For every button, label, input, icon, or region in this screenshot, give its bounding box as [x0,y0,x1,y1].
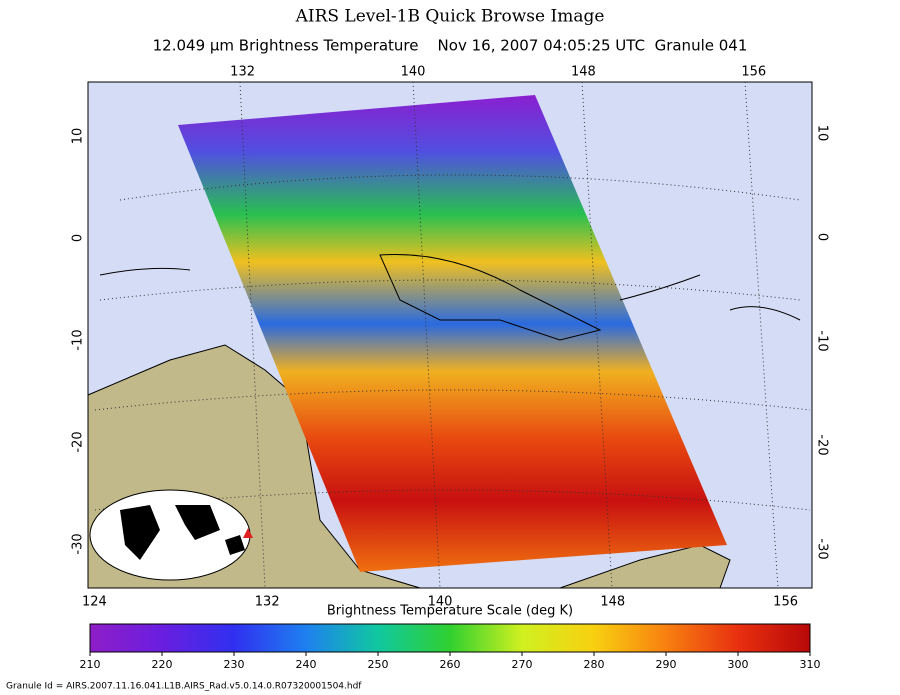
lon-label: 156 [773,595,798,610]
lon-label: 132 [230,65,255,80]
title: AIRS Level-1B Quick Browse Image [295,7,605,27]
lat-label: -10 [815,330,830,351]
colorbar-tick-label: 260 [440,658,461,671]
colorbar-tick-label: 220 [152,658,173,671]
swath [178,95,727,572]
colorbar-tick-label: 230 [224,658,245,671]
lon-label: 140 [428,595,453,610]
colorbar-title: Brightness Temperature Scale (deg K) [327,604,573,619]
lon-label: 132 [255,595,280,610]
colorbar-tick-label: 250 [368,658,389,671]
colorbar-tick-label: 210 [80,658,101,671]
colorbar [89,623,811,653]
coastline [99,267,801,321]
map [87,81,813,589]
lat-label: -20 [815,434,830,455]
subtitle: 12.049 μm Brightness Temperature Nov 16,… [153,37,748,55]
colorbar-tick-label: 310 [800,658,821,671]
colorbar-tick-label: 240 [296,658,317,671]
lat-label: -20 [71,431,86,452]
lat-label: 0 [71,234,86,242]
lon-label: 156 [741,65,766,80]
colorbar-tick-label: 300 [728,658,749,671]
inset-globe [89,489,253,581]
graticule [94,389,811,411]
coastline [379,253,602,341]
graticule [94,489,811,511]
footer: Granule Id = AIRS.2007.11.16.041.L1B.AIR… [6,682,362,692]
lat-label: 10 [815,125,830,142]
lat-label: 0 [815,233,830,241]
colorbar-tick-label: 290 [656,658,677,671]
lat-label: 10 [71,128,86,145]
land [559,544,731,589]
lon-label: 124 [82,595,107,610]
lon-label: 148 [571,65,596,80]
lat-label: -30 [71,533,86,554]
graticule [119,174,801,201]
lat-label: -10 [71,329,86,350]
colorbar-tick-label: 280 [584,658,605,671]
lon-label: 140 [401,65,426,80]
lon-label: 148 [600,595,625,610]
lat-label: -30 [815,538,830,559]
colorbar-tick-label: 270 [512,658,533,671]
